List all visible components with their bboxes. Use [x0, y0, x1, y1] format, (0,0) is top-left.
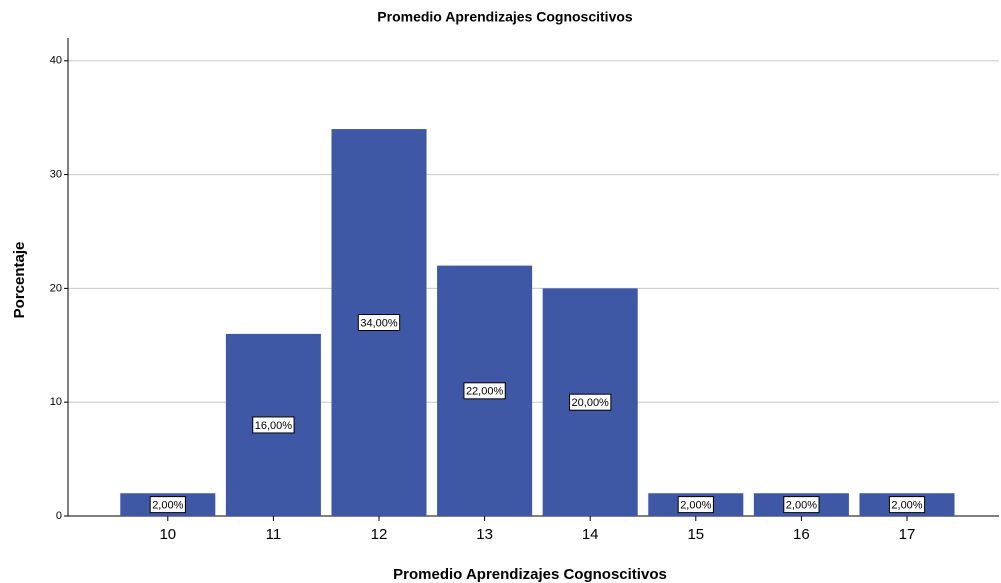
y-tick-label: 0 [56, 510, 62, 522]
value-label-box [149, 496, 186, 514]
chart-title: Promedio Aprendizajes Cognoscitivos [377, 9, 633, 25]
x-tick-label: 13 [476, 526, 493, 543]
x-tick-label: 10 [159, 526, 176, 543]
value-label-box [677, 496, 714, 514]
value-label: 2,00% [152, 500, 183, 512]
value-label-box [357, 314, 401, 332]
value-label-box [783, 496, 820, 514]
x-tick-label: 15 [687, 526, 704, 543]
value-label: 34,00% [360, 317, 398, 329]
value-label-box [888, 496, 926, 514]
value-label: 2,00% [786, 500, 817, 512]
x-tick-label: 14 [582, 526, 599, 543]
value-label-box [463, 382, 506, 400]
y-tick-label: 40 [50, 55, 62, 67]
value-label: 2,00% [680, 500, 711, 512]
value-label-box [569, 393, 612, 411]
value-label: 22,00% [466, 386, 504, 398]
x-tick-label: 16 [793, 526, 810, 543]
value-label-box [252, 416, 295, 434]
x-tick-label: 17 [899, 526, 916, 543]
x-axis-label: Promedio Aprendizajes Cognoscitivos [393, 566, 667, 583]
x-tick-label: 11 [266, 526, 282, 543]
x-tick-label: 12 [371, 526, 388, 543]
y-tick-label: 10 [50, 396, 62, 408]
y-axis-label: Porcentaje [11, 242, 28, 319]
value-label: 16,00% [255, 420, 293, 432]
value-label: 20,00% [572, 397, 610, 409]
y-tick-label: 30 [50, 168, 62, 180]
y-tick-label: 20 [50, 282, 62, 294]
value-label: 2,00% [891, 500, 922, 512]
